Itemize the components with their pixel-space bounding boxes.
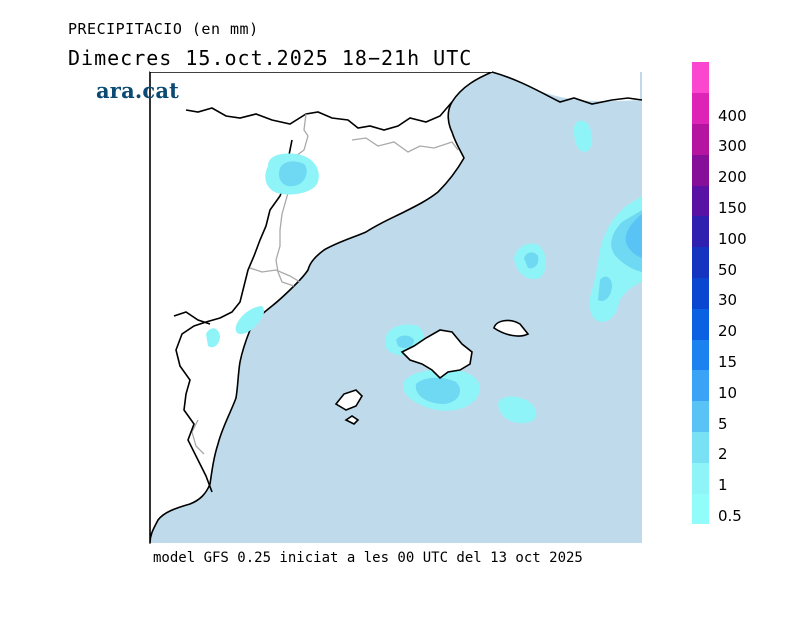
border-line (275, 113, 309, 287)
legend-swatch (692, 370, 709, 402)
forecast-time: Dimecres 15.oct.2025 18−21h UTC (68, 46, 473, 70)
legend-label: 200 (718, 168, 747, 187)
legend-swatch (692, 62, 709, 94)
precip-cell-valencia (206, 306, 265, 348)
coastline-west (175, 139, 293, 493)
legend-label: 30 (718, 291, 738, 310)
legend-swatch (692, 431, 709, 463)
legend-label: 300 (718, 137, 747, 156)
island-menorca (493, 319, 530, 337)
legend-label: 20 (718, 322, 738, 341)
island-mallorca (400, 329, 473, 380)
legend-label: 150 (718, 199, 747, 217)
legend-label: 15 (718, 353, 738, 371)
legend-swatch (692, 493, 709, 525)
legend-swatch (692, 123, 709, 155)
coastline-north (185, 101, 453, 131)
brand-logo: ara.cat (96, 78, 180, 103)
legend-swatch (692, 462, 709, 494)
border-line (351, 137, 459, 153)
precip-cell-pyrenees (265, 153, 319, 195)
chart-title: PRECIPITACIO (en mm) (68, 20, 259, 38)
island-ibiza (334, 389, 364, 411)
precip-cell-east (589, 196, 642, 322)
legend-swatch (692, 400, 709, 433)
coastline-west (173, 311, 211, 325)
legend-swatch (692, 246, 709, 279)
legend-label: 2 (718, 445, 728, 464)
model-caption: model GFS 0.25 iniciat a les 00 UTC del … (153, 550, 583, 566)
france-land (150, 30, 640, 102)
coastline-gulf (491, 71, 643, 105)
precip-cell-offshore-mid (514, 243, 546, 280)
precip-cell-menorca-south (498, 396, 537, 424)
legend-label: 400 (718, 106, 747, 125)
precip-cell-offshore-north (574, 120, 593, 152)
border-line (249, 267, 301, 283)
legend-swatch (692, 216, 709, 248)
legend-swatch (692, 185, 709, 217)
legend-label: 100 (718, 229, 747, 248)
legend-swatch (692, 308, 709, 340)
precip-cell-mallorca (386, 324, 480, 411)
border-line (191, 419, 205, 455)
legend-label: 0.5 (718, 507, 742, 525)
color-legend: 0.5 1 2 5 10 15 20 30 50 100 150 200 300 400 (692, 62, 792, 525)
island-formentera (344, 415, 360, 425)
legend-label: 1 (718, 476, 728, 495)
legend-swatch (692, 277, 709, 309)
legend-label: 50 (718, 260, 738, 279)
legend-swatch (692, 339, 709, 371)
legend-label: 5 (718, 414, 728, 433)
legend-label: 10 (718, 383, 738, 402)
mainland (149, 71, 493, 544)
legend-swatch (692, 92, 709, 125)
legend-swatch (692, 154, 709, 186)
